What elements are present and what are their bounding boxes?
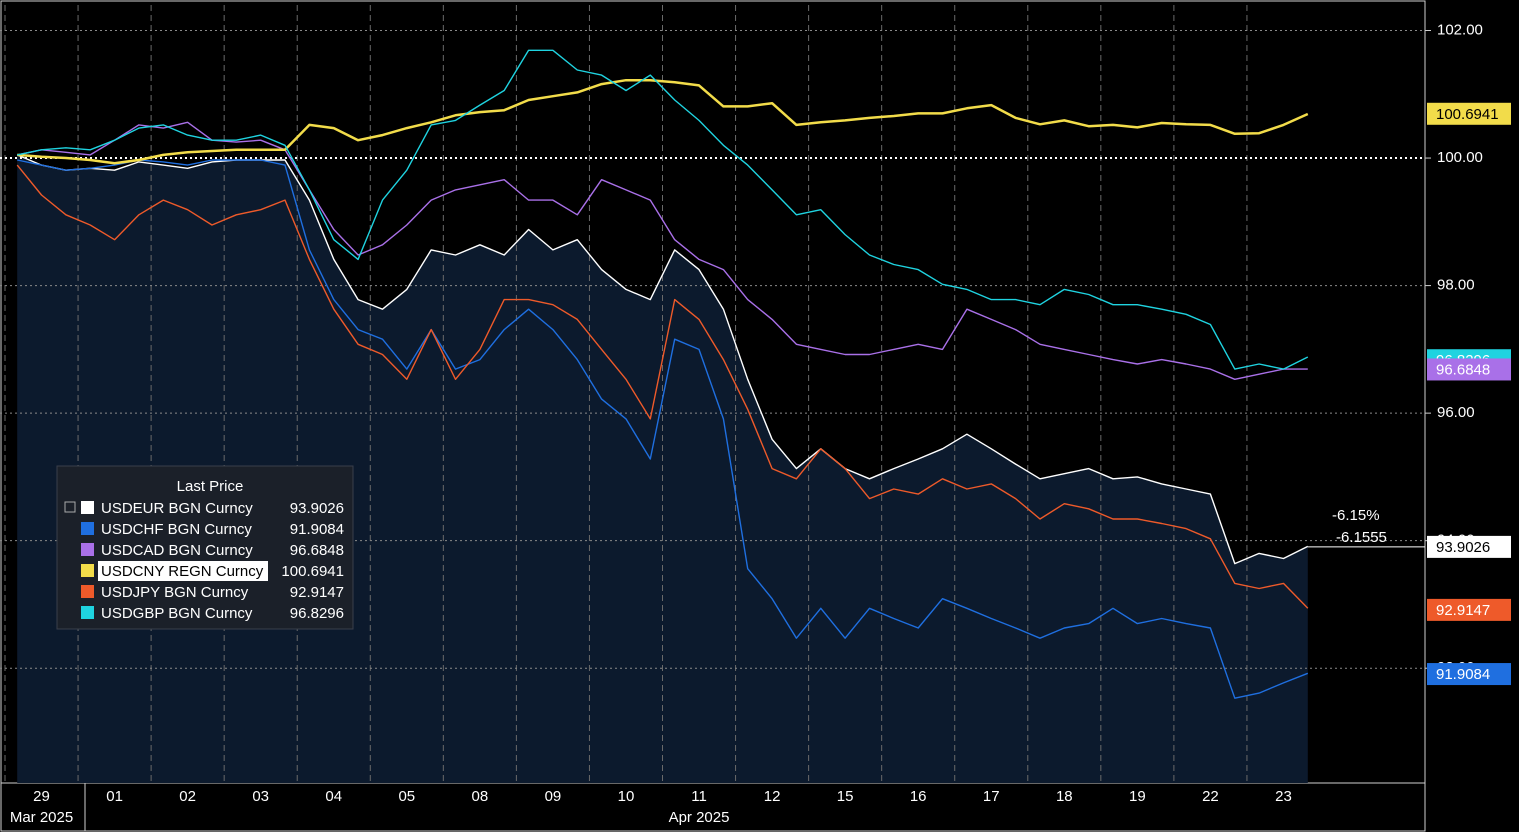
axis-layer: 92.0094.0096.0098.00100.00102.0029010203… [10,21,1483,825]
legend-label: USDGBP BGN Curncy [101,605,253,622]
y-tick-label: 102.00 [1437,21,1483,38]
series-line [17,159,1309,699]
legend-label: USDJPY BGN Curncy [101,584,249,601]
x-tick-label: 08 [472,788,489,805]
legend-value: 100.6941 [281,563,344,580]
last-price-label: 92.9147 [1436,602,1490,619]
x-tick-label: 17 [983,788,1000,805]
x-tick-label: 10 [618,788,635,805]
last-price-label: 91.9084 [1436,666,1490,683]
x-tick-label: 15 [837,788,854,805]
legend-expander [64,501,76,513]
legend-box [56,465,354,630]
x-tick-label: 18 [1056,788,1073,805]
y-tick-label: 100.00 [1437,149,1483,166]
legend-swatch [81,543,94,556]
legend-swatch [81,501,94,514]
legend-swatch [81,585,94,598]
series-line [17,121,1308,380]
line-layer [16,49,1309,699]
x-tick-label: 04 [325,788,342,805]
tag-layer: -6.15%-6.155596.829692.9147100.694196.68… [1307,102,1511,686]
legend-label: USDEUR BGN Curncy [101,500,253,517]
y-tick-label: 98.00 [1437,277,1475,294]
legend-label: USDCAD BGN Curncy [101,542,253,559]
legend-title: Last Price [177,478,244,495]
last-price-label: 96.6848 [1436,361,1490,378]
legend: Last Price USDEUR BGN Curncy 93.9026 USDCH… [56,465,354,630]
annotation: -6.15% [1332,507,1380,524]
last-price-tag [1427,535,1511,558]
x-group-label: Mar 2025 [10,809,73,826]
x-tick-label: 19 [1129,788,1146,805]
x-tick-label: 09 [545,788,562,805]
last-price-tag [1427,358,1511,381]
legend-swatch [81,606,94,619]
x-tick-label: 23 [1275,788,1292,805]
x-tick-label: 16 [910,788,927,805]
legend-value: 96.6848 [290,542,344,559]
x-tick-label: 12 [764,788,781,805]
x-tick-label: 01 [106,788,123,805]
x-tick-label: 05 [398,788,415,805]
legend-value: 92.9147 [290,584,344,601]
x-group-label: Apr 2025 [669,809,730,826]
series-line [16,164,1309,609]
x-tick-label: 22 [1202,788,1219,805]
legend-label: USDCNY REGN Curncy [101,563,264,580]
annotation: -6.1555 [1336,529,1387,546]
last-price-tag [1427,598,1511,621]
x-tick-label: 29 [33,788,50,805]
x-tick-label: 02 [179,788,196,805]
last-price-tag [1427,102,1511,125]
legend-value: 91.9084 [290,521,344,538]
series-line [17,49,1309,370]
legend-value: 93.9026 [290,500,344,517]
legend-swatch [81,564,94,577]
legend-highlight [98,561,268,581]
legend-swatch [81,522,94,535]
x-tick-label: 11 [691,788,707,805]
last-price-tag [1427,663,1511,686]
y-tick-label: 96.00 [1437,404,1475,421]
x-tick-label: 03 [252,788,269,805]
last-price-label: 93.9026 [1436,539,1490,556]
last-price-label: 100.6941 [1436,106,1499,123]
legend-value: 96.8296 [290,605,344,622]
legend-label: USDCHF BGN Curncy [101,521,252,538]
series-line [17,78,1309,165]
